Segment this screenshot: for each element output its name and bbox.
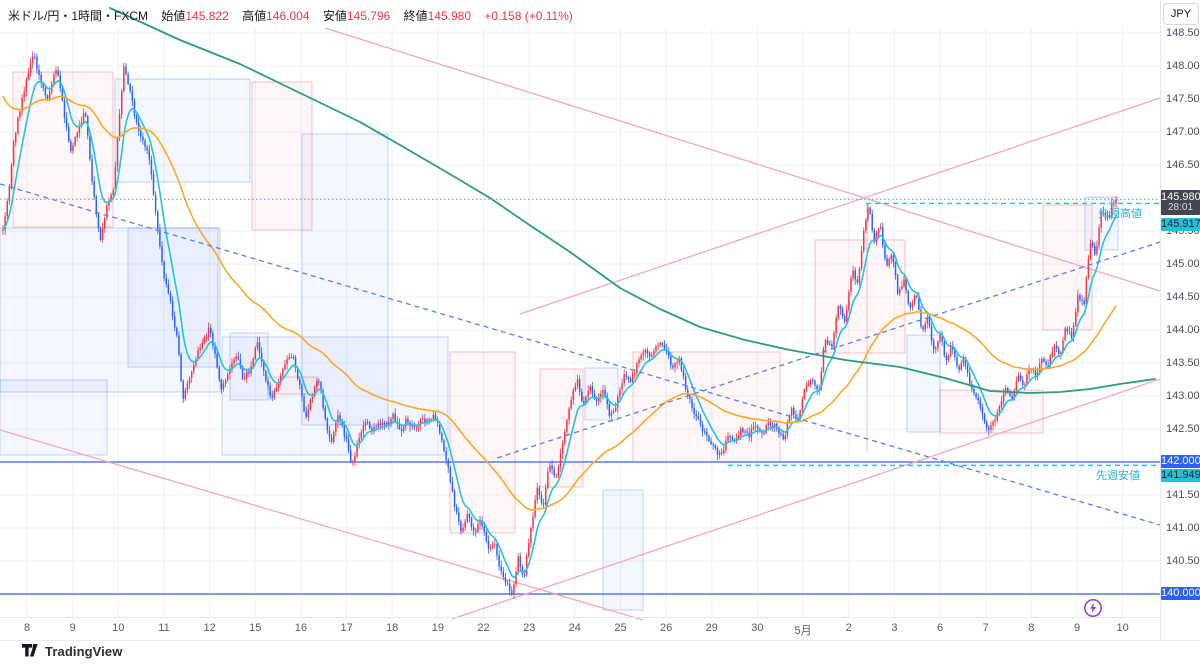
last-price-label: 145.980 28:01 bbox=[1161, 190, 1200, 215]
time-tick-label: 12 bbox=[203, 622, 216, 634]
price-tick-label: 145.000 bbox=[1166, 258, 1200, 270]
trend-line-layer bbox=[0, 27, 1161, 621]
change-value: +0.158 (+0.11%) bbox=[484, 9, 573, 23]
time-tick-label: 5月 bbox=[794, 625, 812, 637]
time-tick-label: 8 bbox=[1028, 622, 1035, 634]
horizontal-level-layer bbox=[0, 461, 1160, 595]
price-tick-label: 143.500 bbox=[1166, 357, 1200, 369]
time-tick-label: 22 bbox=[477, 622, 490, 634]
moving-average-layer bbox=[2, 7, 1156, 579]
dashed-trend-layer bbox=[0, 183, 1161, 526]
symbol-title[interactable]: 米ドル/円・1時間・FXCM bbox=[8, 9, 149, 23]
time-tick-label: 8 bbox=[23, 622, 31, 634]
prev-week-high-price-label: 145.917 bbox=[1161, 218, 1200, 231]
low-label: 安値 bbox=[322, 9, 347, 23]
time-tick-label: 24 bbox=[568, 622, 581, 634]
close-label: 終値 bbox=[403, 9, 428, 23]
candlestick-layer bbox=[2, 51, 1117, 599]
price-tick-label: 148.000 bbox=[1166, 60, 1200, 72]
time-tick-label: 7 bbox=[982, 622, 989, 634]
price-tick-label: 144.500 bbox=[1166, 291, 1200, 303]
price-tick-label: 142.500 bbox=[1166, 423, 1200, 435]
prev-week-high-annotation: 先週高値 bbox=[1098, 208, 1142, 220]
time-tick-label: 16 bbox=[294, 622, 308, 634]
tradingview-logo-icon bbox=[22, 644, 38, 657]
last-price-value: 145.980 bbox=[1161, 191, 1200, 203]
price-tick-label: 140.500 bbox=[1166, 555, 1200, 567]
price-axis-border bbox=[1160, 0, 1161, 640]
level-142-price-label: 142.000 bbox=[1161, 455, 1200, 468]
time-tick-label: 11 bbox=[158, 622, 170, 634]
high-label: 高値 bbox=[242, 9, 267, 23]
open-label: 始値 bbox=[161, 9, 186, 23]
time-tick-label: 26 bbox=[659, 622, 673, 634]
time-tick-label: 2 bbox=[845, 622, 852, 634]
time-tick-label: 10 bbox=[112, 622, 125, 634]
price-tick-label: 147.000 bbox=[1166, 126, 1200, 138]
price-tick-label: 147.500 bbox=[1166, 93, 1200, 105]
time-tick-label: 25 bbox=[614, 622, 627, 634]
event-lightning-icon[interactable] bbox=[1083, 598, 1103, 618]
price-tick-label: 146.500 bbox=[1166, 159, 1200, 171]
time-tick-label: 10 bbox=[1116, 622, 1129, 634]
high-value: 146.004 bbox=[266, 9, 310, 23]
price-tick-label: 144.000 bbox=[1166, 324, 1200, 336]
price-tick-label: 148.500 bbox=[1166, 27, 1200, 39]
bar-countdown: 28:01 bbox=[1167, 202, 1194, 213]
time-tick-label: 29 bbox=[705, 622, 718, 634]
close-value: 145.980 bbox=[427, 9, 472, 23]
time-tick-label: 15 bbox=[249, 622, 262, 634]
time-tick-label: 9 bbox=[1073, 622, 1081, 634]
time-tick-label: 17 bbox=[340, 622, 353, 634]
chart-legend[interactable]: 米ドル/円・1時間・FXCM 始値145.822 高値146.004 安値145… bbox=[8, 7, 583, 24]
currency-button[interactable]: JPY bbox=[1163, 3, 1199, 25]
price-tick-label: 143.000 bbox=[1166, 390, 1200, 402]
range-box-layer bbox=[0, 71, 1119, 611]
prev-week-low-annotation: 先週安値 bbox=[1096, 470, 1140, 482]
time-tick-label: 9 bbox=[69, 622, 76, 634]
open-value: 145.822 bbox=[185, 9, 229, 23]
tradingview-logo-text: TradingView bbox=[45, 644, 123, 659]
low-value: 145.796 bbox=[346, 9, 391, 23]
level-140-price-label: 140.000 bbox=[1161, 587, 1200, 600]
time-tick-label: 23 bbox=[523, 622, 536, 634]
tradingview-watermark[interactable]: TradingView bbox=[22, 644, 122, 659]
time-tick-label: 19 bbox=[431, 622, 445, 634]
price-tick-label: 141.000 bbox=[1166, 522, 1200, 534]
time-tick-label: 6 bbox=[936, 622, 944, 634]
time-tick-label: 18 bbox=[386, 622, 399, 634]
time-axis-border bbox=[0, 617, 1160, 618]
price-tick-label: 141.500 bbox=[1166, 489, 1200, 501]
prev-week-low-price-label: 141.949 bbox=[1161, 469, 1200, 482]
time-tick-label: 30 bbox=[751, 622, 764, 634]
time-tick-label: 3 bbox=[891, 622, 898, 634]
bottom-border bbox=[0, 640, 1200, 641]
